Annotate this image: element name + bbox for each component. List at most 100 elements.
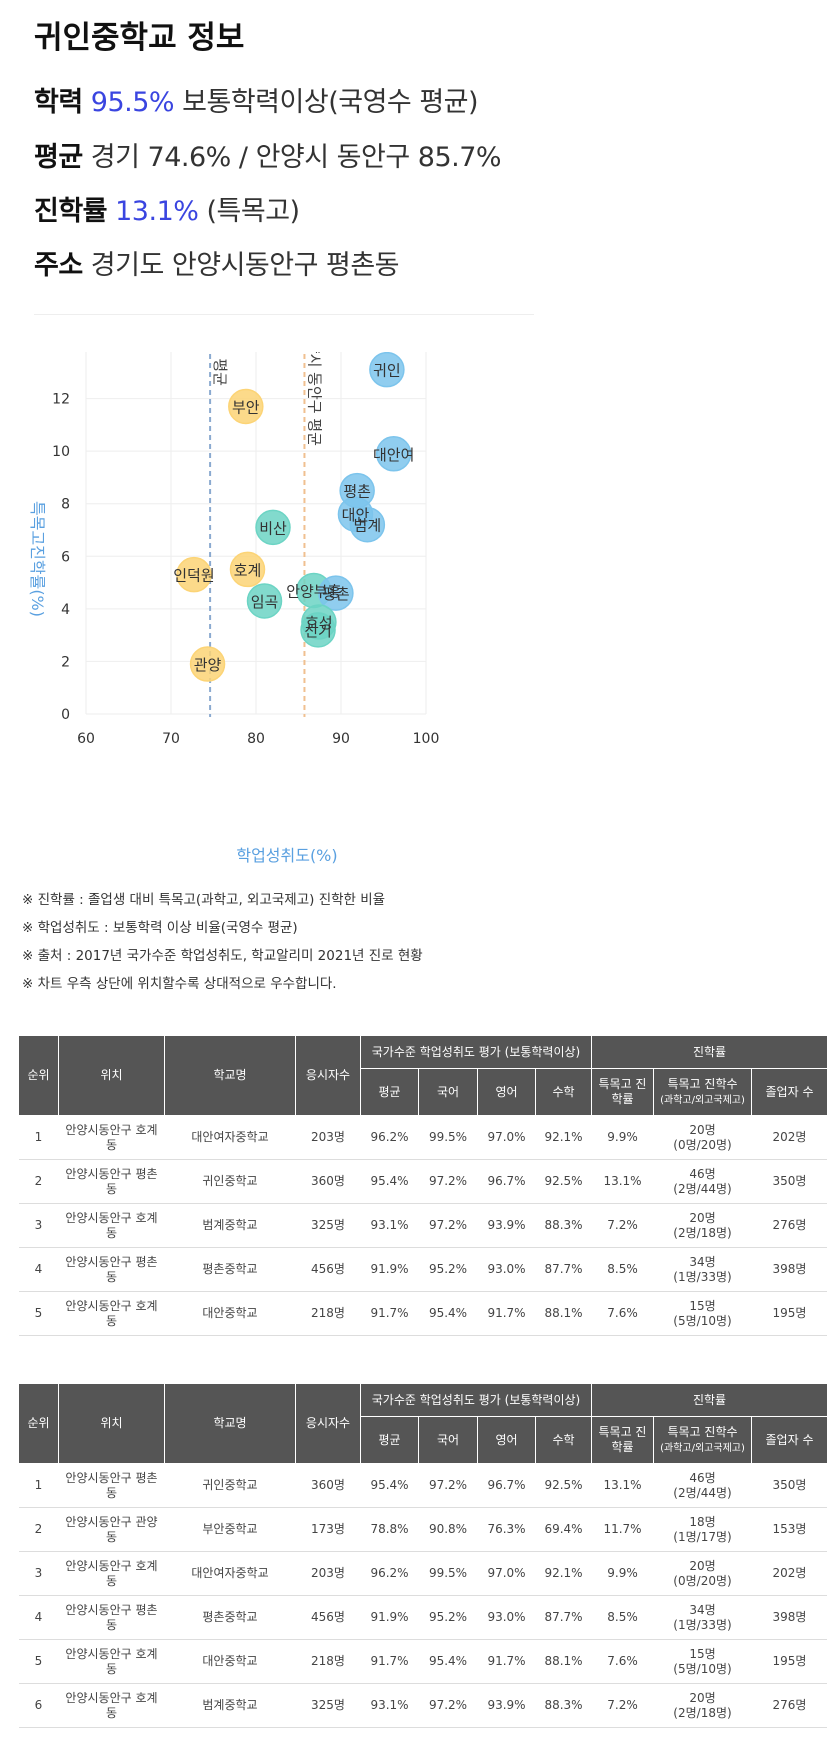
- cell-count-breakdown: (2명/18명): [673, 1705, 732, 1720]
- table-row: 5 안양시동안구 호계동 대안중학교 218명 91.7% 95.4% 91.7% 88.1%…: [18, 1639, 827, 1684]
- x-tick-label: 90: [332, 731, 350, 747]
- cell-rate: 9.9%: [591, 1551, 654, 1596]
- cell-korean: 97.2%: [418, 1203, 478, 1248]
- cell-location: 안양시동안구 관양동: [58, 1507, 165, 1552]
- data-point[interactable]: [349, 506, 386, 543]
- header-special-count-label: 특목고 진학수: [667, 1424, 738, 1439]
- address-value: 경기도 안양시동안구 평촌동: [90, 250, 400, 281]
- y-tick-label: 12: [52, 392, 70, 408]
- cell-school: 대안중학교: [164, 1639, 296, 1684]
- data-point-label: 안양부흥: [286, 582, 341, 600]
- cell-avg: 93.1%: [360, 1203, 419, 1248]
- reference-line-label: 경기 평균: [211, 352, 229, 386]
- cell-rate: 7.2%: [591, 1683, 654, 1728]
- data-point[interactable]: [300, 612, 336, 648]
- chart-ticks: 0 2 4 6 8 10 12 14 60 70 80 90 100: [52, 352, 439, 747]
- cell-rate: 11.7%: [591, 1507, 654, 1552]
- data-point[interactable]: [255, 509, 291, 546]
- table-row: 1 안양시동안구 평촌동 귀인중학교 360명 95.4% 97.2% 96.7% 92.5%…: [18, 1463, 827, 1508]
- cell-avg: 91.9%: [360, 1595, 419, 1640]
- x-tick-label: 80: [247, 731, 265, 747]
- cell-rank: 3: [18, 1203, 59, 1248]
- table-row: 2 안양시동안구 관양동 부안중학교 173명 78.8% 90.8% 76.3% 69.4%…: [18, 1507, 827, 1552]
- cell-count: 20명 (2명/18명): [653, 1203, 752, 1248]
- cell-math: 92.5%: [535, 1463, 592, 1508]
- cell-english: 97.0%: [477, 1551, 536, 1596]
- cell-avg: 91.9%: [360, 1247, 419, 1292]
- cell-korean: 99.5%: [418, 1115, 478, 1160]
- header-special-count-sub: (과학고/외고국제고): [660, 1094, 745, 1106]
- cell-count-breakdown: (2명/44명): [673, 1181, 732, 1196]
- cell-count-total: 20명: [689, 1558, 716, 1573]
- x-tick-label: 100: [413, 731, 440, 747]
- cell-school: 대안여자중학교: [164, 1115, 296, 1160]
- cell-count-total: 18명: [689, 1514, 716, 1529]
- y-tick-label: 14: [52, 352, 70, 355]
- cell-graduates: 398명: [751, 1595, 827, 1640]
- data-point-label: 임곡: [251, 593, 279, 611]
- advancement-value: 13.1%: [115, 196, 199, 227]
- data-point[interactable]: [246, 583, 283, 619]
- divider: [34, 314, 534, 315]
- y-tick-label: 0: [61, 707, 70, 723]
- cell-count: 18명 (1명/17명): [653, 1507, 752, 1552]
- header-examinees: 응시자수: [295, 1035, 361, 1116]
- cell-graduates: 350명: [751, 1159, 827, 1204]
- cell-count: 20명 (0명/20명): [653, 1551, 752, 1596]
- data-point[interactable]: [375, 436, 412, 472]
- note-item: ※ 진학률 : 졸업생 대비 특목고(과학고, 외고국제고) 진학한 비율: [22, 892, 386, 908]
- data-point-label: 평촌: [322, 585, 350, 603]
- cell-school: 평촌중학교: [164, 1595, 296, 1640]
- cell-rank: 4: [18, 1247, 59, 1292]
- cell-graduates: 276명: [751, 1683, 827, 1728]
- cell-rate: 8.5%: [591, 1595, 654, 1640]
- cell-korean: 99.5%: [418, 1551, 478, 1596]
- cell-count-breakdown: (0명/20명): [673, 1573, 732, 1588]
- cell-graduates: 350명: [751, 1463, 827, 1508]
- cell-count: 34명 (1명/33명): [653, 1595, 752, 1640]
- cell-avg: 93.1%: [360, 1683, 419, 1728]
- cell-english: 91.7%: [477, 1291, 536, 1336]
- table-row: 2 안양시동안구 평촌동 귀인중학교 360명 95.4% 97.2% 96.7% 92.5%…: [18, 1159, 827, 1204]
- cell-graduates: 202명: [751, 1551, 827, 1596]
- cell-rank: 2: [18, 1507, 59, 1552]
- cell-school: 대안여자중학교: [164, 1551, 296, 1596]
- cell-count: 46명 (2명/44명): [653, 1463, 752, 1508]
- cell-rank: 1: [18, 1463, 59, 1508]
- cell-count: 15명 (5명/10명): [653, 1291, 752, 1336]
- data-point[interactable]: [228, 388, 264, 425]
- cell-count-breakdown: (0명/20명): [673, 1137, 732, 1152]
- cell-examinees: 218명: [295, 1291, 361, 1336]
- cell-count: 46명 (2명/44명): [653, 1159, 752, 1204]
- cell-math: 88.3%: [535, 1683, 592, 1728]
- data-point[interactable]: [189, 646, 226, 682]
- table-body: 1 안양시동안구 평촌동 귀인중학교 360명 95.4% 97.2% 96.7% 92.5%…: [18, 1463, 827, 1728]
- cell-korean: 97.2%: [418, 1463, 478, 1508]
- data-point-label: 귀인: [373, 362, 401, 380]
- data-point[interactable]: [318, 575, 354, 611]
- header-eval-group: 국가수준 학업성취도 평가 (보통학력이상): [360, 1383, 592, 1417]
- cell-examinees: 456명: [295, 1247, 361, 1292]
- cell-school: 범계중학교: [164, 1683, 296, 1728]
- data-point[interactable]: [369, 352, 405, 388]
- cell-school: 부안중학교: [164, 1507, 296, 1552]
- cell-english: 93.9%: [477, 1683, 536, 1728]
- advancement-note: (특목고): [206, 196, 301, 227]
- cell-korean: 95.4%: [418, 1291, 478, 1336]
- cell-english: 96.7%: [477, 1159, 536, 1204]
- data-point[interactable]: [176, 556, 212, 593]
- cell-avg: 96.2%: [360, 1551, 419, 1596]
- table-row: 4 안양시동안구 평촌동 평촌중학교 456명 91.9% 95.2% 93.0% 87.7%…: [18, 1247, 827, 1292]
- header-special-count: 특목고 진학수 (과학고/외고국제고): [653, 1416, 752, 1464]
- y-tick-label: 10: [52, 444, 70, 460]
- cell-school: 대안중학교: [164, 1291, 296, 1336]
- header-english: 영어: [477, 1068, 536, 1116]
- table-row: 6 안양시동안구 호계동 범계중학교 325명 93.1% 97.2% 93.9% 88.3%…: [18, 1683, 827, 1728]
- data-point[interactable]: [229, 551, 266, 588]
- cell-count-breakdown: (5명/10명): [673, 1313, 732, 1328]
- cell-count: 34명 (1명/33명): [653, 1247, 752, 1292]
- table-row: 5 안양시동안구 호계동 대안중학교 218명 91.7% 95.4% 91.7% 88.1%…: [18, 1291, 827, 1336]
- cell-location: 안양시동안구 평촌동: [58, 1247, 165, 1292]
- cell-rate: 7.6%: [591, 1639, 654, 1684]
